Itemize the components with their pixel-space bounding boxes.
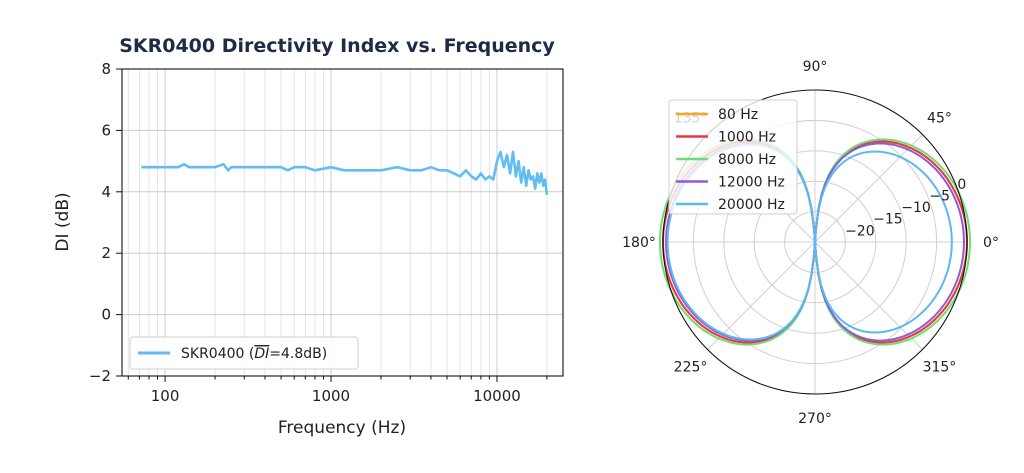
polar-r-label: −20 [845,223,875,239]
di-legend-prefix: SKR0400 ( [181,346,254,362]
polar-angle-label: 315° [923,359,957,375]
polar-legend: 80 Hz 1000 Hz 8000 Hz 12000 Hz 20000 Hz [668,99,798,215]
polar-angle-label: 90° [803,59,828,75]
x-axis-label: Frequency (Hz) [278,418,406,438]
di-plot-frame [121,68,564,377]
polar-r-label: −15 [873,212,903,228]
di-legend-entry: SKR0400 (DI=4.8dB) [181,346,327,362]
y-axis-label: DI (dB) [53,192,73,251]
x-tick-label: 100 [151,387,180,405]
polar-angle-label: 0° [983,235,999,251]
polar-spoke [814,134,923,243]
polar-series-line [665,142,965,342]
polar-r-label: −10 [901,200,931,216]
polar-legend-label: 20000 Hz [718,197,785,213]
polar-legend-label: 12000 Hz [718,175,785,191]
y-tick-label: 6 [101,121,111,139]
chart-title: SKR0400 Directivity Index vs. Frequency [119,35,555,57]
di-chart: SKR0400 Directivity Index vs. Frequency … [53,35,564,438]
polar-legend-items: 80 Hz 1000 Hz 8000 Hz 12000 Hz 20000 Hz [676,107,785,213]
x-tick-label: 10000 [473,387,521,405]
x-tick-label: 1000 [312,387,350,405]
polar-series-line [666,143,953,341]
polar-angle-label: 225° [674,359,708,375]
y-tick-label: 4 [101,183,111,201]
polar-legend-label: 80 Hz [718,107,758,123]
y-tick-label: 8 [101,60,111,78]
polar-angle-labels: 0°45°90°135°180°225°270°315° [622,59,999,427]
di-series [141,150,549,196]
polar-r-labels: −20−15−10−5 0 [845,177,966,240]
polar-legend-label: 1000 Hz [718,130,776,146]
di-grid [122,68,563,377]
di-x-ticks: 100 1000 10000 [127,376,548,405]
di-legend: SKR0400 (DI=4.8dB) [129,336,359,370]
polar-spoke [814,241,923,350]
y-tick-label: −2 [89,367,111,385]
polar-spoke [707,241,816,350]
di-series-line [141,150,549,196]
di-legend-box [129,336,359,370]
di-y-ticks: −2 0 2 4 6 8 [89,60,122,385]
polar-chart: 0°45°90°135°180°225°270°315° −20−15−10−5… [622,59,999,427]
polar-legend-label: 8000 Hz [718,152,776,168]
di-legend-suffix: =4.8dB) [269,346,327,362]
polar-angle-label: 45° [927,111,952,127]
polar-r-label: 0 [957,177,966,193]
polar-legend-box [668,99,798,215]
polar-angle-label: 270° [798,411,832,427]
y-tick-label: 0 [101,306,111,324]
y-tick-label: 2 [101,244,111,262]
polar-r-label: −5 [929,188,950,204]
polar-angle-label: 180° [622,235,656,251]
polar-series-line [659,138,971,346]
di-legend-symbol: DI [254,346,269,362]
polar-frame [662,89,968,395]
